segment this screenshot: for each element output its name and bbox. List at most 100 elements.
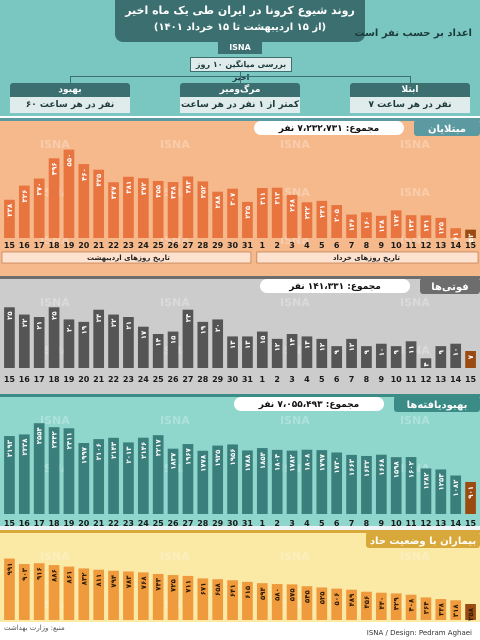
cases-value-label: ۱۲۵	[437, 221, 445, 235]
cases-value-label: ۳۴۷	[110, 186, 118, 200]
severe-value-label: ۳۱۸	[452, 604, 460, 618]
severe-label-bg	[366, 532, 480, 548]
deaths-tick-label: 19	[63, 375, 75, 384]
cases-value-label: ۴۹۶	[51, 162, 59, 175]
cases-value-label: ۲۸۸	[214, 195, 222, 209]
severe-value-label: ۶۷۱	[199, 582, 207, 595]
cases-bar	[375, 215, 387, 238]
cases-bar	[361, 212, 372, 238]
cases-bar	[33, 178, 45, 238]
recovered-value-label: ۱۶۳۲	[363, 459, 371, 477]
recovered-tick-label: 14	[450, 519, 462, 528]
cases-value-label: ۲۶۸	[289, 198, 297, 212]
cases-value-label: ۲۰۵	[333, 208, 341, 222]
cases-card-value: ۷ نفر در هر ساعت	[350, 97, 470, 113]
recovered-bar	[33, 423, 45, 514]
recovered-value-label: ۱۵۹۸	[393, 460, 401, 478]
severe-value-label: ۷۲۵	[170, 578, 178, 592]
recovered-bar	[346, 454, 357, 514]
recovered-tick-label: 18	[48, 519, 60, 528]
deaths-bar	[420, 358, 432, 368]
cases-value-label: ۳۵۵	[155, 184, 163, 198]
cases-tick-label: 5	[319, 241, 325, 250]
recovered-tick-label: 20	[78, 519, 90, 528]
cases-bar	[108, 182, 119, 238]
cases-bar	[435, 217, 447, 238]
recovered-tick-label: 4	[304, 519, 310, 528]
severe-value-label: ۷۹۴	[110, 574, 118, 588]
deaths-bar	[286, 334, 298, 368]
cases-tick-label: 6	[334, 241, 340, 250]
deaths-value-label: ۱۱	[408, 345, 416, 354]
deaths-bar	[331, 346, 343, 368]
recovered-tick-label: 24	[138, 519, 150, 528]
deaths-value-label: ۱۹	[80, 325, 88, 334]
recovered-tick-label: 1	[260, 519, 266, 528]
severe-bar	[346, 589, 357, 620]
recovered-value-label: ۱۸۰۴	[274, 453, 282, 471]
recovered-tick-label: 29	[212, 519, 224, 528]
recovered-card-title: بهبود	[10, 83, 130, 97]
watermark: ISNA	[160, 414, 190, 427]
cases-tick-label: 27	[182, 241, 193, 250]
deaths-tick-label: 22	[108, 375, 119, 384]
deaths-bar	[182, 309, 194, 368]
deaths-bar	[4, 307, 15, 368]
severe-bar	[465, 604, 476, 620]
cases-bar	[316, 200, 328, 239]
deaths-tick-label: 4	[304, 375, 310, 384]
severe-value-label: ۸۸۶	[51, 569, 59, 582]
cases-tick-label: 30	[227, 241, 239, 250]
recovered-bar	[420, 468, 432, 514]
watermark: ISNA	[40, 138, 70, 151]
recovered-value-label: ۱۹۶۷	[184, 447, 192, 465]
deaths-tick-label: 18	[48, 375, 60, 384]
recovered-value-label: ۱۷۸۸	[244, 454, 252, 472]
severe-bar	[390, 593, 402, 620]
recovered-bar	[450, 475, 462, 514]
recovered-tick-label: 6	[334, 519, 340, 528]
cases-tick-label: 29	[212, 241, 224, 250]
cases-bar	[167, 182, 179, 238]
recovered-tick-label: 11	[405, 519, 417, 528]
cases-bar	[197, 181, 209, 238]
deaths-tick-label: 16	[19, 375, 31, 384]
deaths-value-label: ۱۰	[452, 348, 460, 357]
cases-tick-label: 13	[435, 241, 446, 250]
connector-line	[410, 76, 411, 83]
severe-value-label: ۷۱۱	[184, 580, 192, 593]
recovered-value-label: ۱۸۳۷	[170, 452, 178, 470]
cases-label: مبتلایان	[428, 124, 466, 135]
deaths-value-label: ۱۲	[318, 342, 326, 351]
recovered-bar	[465, 481, 476, 514]
month-label: تاریخ روزهای خرداد	[333, 254, 400, 262]
recovered-value-label: ۲۰۱۳	[125, 446, 133, 464]
cases-tick-label: 14	[450, 241, 462, 250]
deaths-tick-label: 20	[78, 375, 90, 384]
recovered-card-value: ۶۰ نفر در هر ساعت	[10, 97, 130, 113]
cases-tick-label: 25	[153, 241, 165, 250]
recovered-tick-label: 13	[435, 519, 446, 528]
severe-bar	[301, 586, 313, 620]
watermark: ISNA	[40, 414, 70, 427]
deaths-bar	[63, 319, 75, 368]
cases-tick-label: 24	[138, 241, 150, 250]
recovered-total-bg	[234, 397, 384, 411]
deaths-tick-label: 12	[420, 375, 431, 384]
credit: ISNA / Design: Pedram Aghaei	[366, 629, 472, 637]
deaths-tick-label: 31	[242, 375, 254, 384]
deaths-bar	[167, 331, 179, 368]
severe-bar	[108, 570, 119, 620]
cases-value-label: ۲۳۱	[318, 205, 326, 218]
severe-bar	[286, 584, 298, 620]
deaths-value-label: ۲۴	[95, 313, 103, 322]
cases-bar	[93, 169, 105, 238]
severe-bar	[227, 580, 238, 620]
connector-line	[240, 71, 241, 77]
month-label: تاریخ روزهای اردیبهشت	[87, 254, 170, 262]
recovered-tick-label: 5	[319, 519, 325, 528]
cases-value-label: ۳۰۷	[229, 192, 237, 206]
deaths-value-label: ۴	[422, 362, 430, 367]
severe-bar	[48, 565, 60, 620]
